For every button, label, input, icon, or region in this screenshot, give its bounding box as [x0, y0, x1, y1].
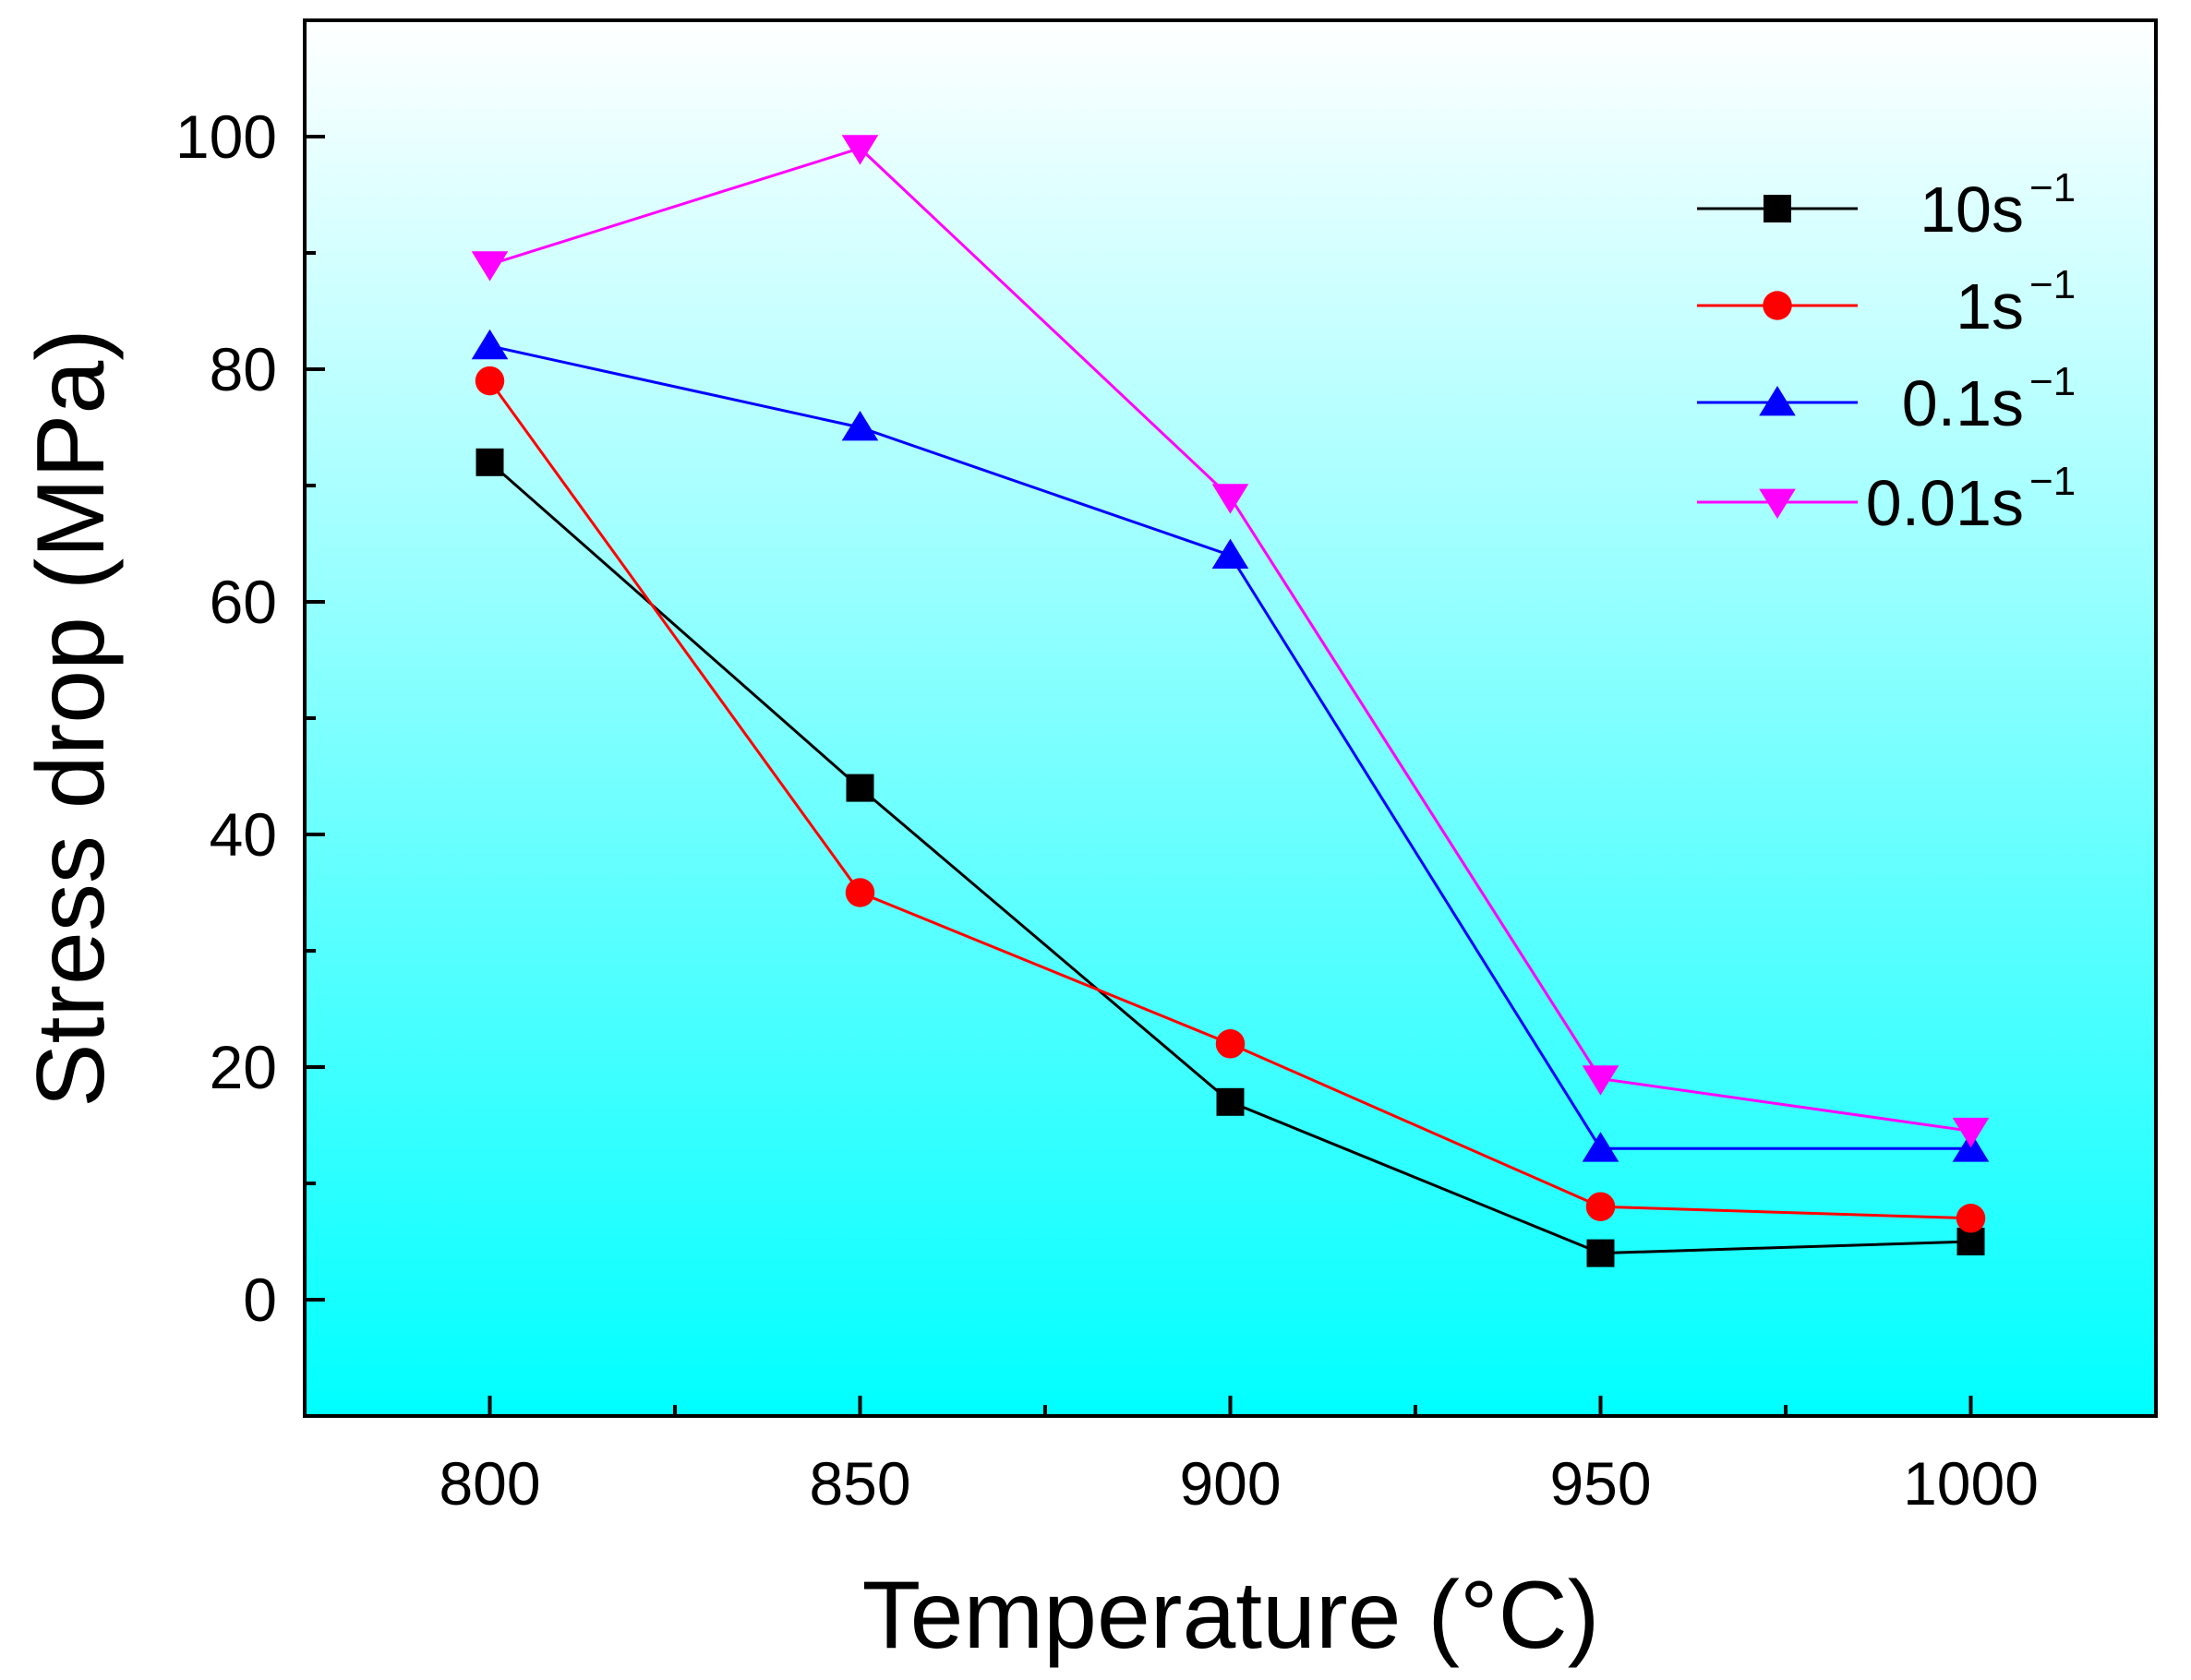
x-tick-label: 850 — [809, 1449, 910, 1518]
x-tick-label: 900 — [1179, 1449, 1281, 1518]
legend-label: 0.1s — [1902, 367, 2024, 439]
data-point — [1211, 538, 1249, 569]
legend-marker — [1759, 488, 1796, 519]
series-1 — [475, 366, 1986, 1233]
legend-marker — [1763, 291, 1792, 320]
legend-item: 0.1s −1 — [1697, 359, 2076, 439]
data-point — [471, 329, 509, 360]
legend-label-exponent: −1 — [2029, 359, 2076, 404]
x-axis-title: Temperature (°C) — [862, 1562, 1600, 1669]
data-point — [846, 774, 874, 802]
data-point — [1582, 1065, 1619, 1096]
data-point — [1215, 1029, 1246, 1059]
legend-label-exponent: −1 — [2029, 459, 2076, 504]
data-point — [1586, 1239, 1615, 1267]
legend-label: 10s — [1920, 174, 2024, 246]
data-point — [841, 135, 879, 165]
x-tick-label: 800 — [439, 1449, 540, 1518]
data-point — [1211, 484, 1249, 514]
data-point — [471, 251, 509, 282]
data-point — [1216, 1087, 1245, 1116]
data-point — [1956, 1204, 1986, 1233]
legend-label-exponent: −1 — [2029, 262, 2076, 307]
data-point — [1952, 1117, 1990, 1148]
plot-area — [303, 18, 2158, 1418]
legend-label: 0.01s — [1866, 467, 2024, 539]
legend-label: 1s — [1956, 270, 2024, 342]
legend-item: 10s −1 — [1697, 165, 2076, 246]
data-point — [841, 411, 879, 441]
x-tick-label: 1000 — [1903, 1449, 2039, 1518]
legend-marker — [1759, 386, 1796, 416]
y-tick-label: 80 — [210, 335, 277, 403]
data-point — [1585, 1192, 1616, 1221]
legend-marker — [1764, 195, 1791, 222]
series-0 — [476, 448, 1985, 1267]
legend-label-exponent: −1 — [2029, 165, 2076, 210]
y-tick-label: 60 — [210, 568, 277, 636]
series-3 — [471, 135, 1990, 1148]
y-tick-label: 0 — [243, 1266, 277, 1334]
legend-item: 0.01s −1 — [1697, 459, 2076, 539]
data-point — [1582, 1132, 1619, 1162]
x-tick-label: 950 — [1549, 1449, 1651, 1518]
y-tick-label: 100 — [175, 102, 277, 171]
legend-item: 1s −1 — [1697, 262, 2076, 342]
data-point — [476, 448, 504, 476]
data-point — [475, 366, 505, 396]
data-point — [845, 878, 875, 907]
y-axis-title: Stress drop (MPa) — [18, 329, 125, 1108]
y-tick-label: 20 — [210, 1033, 277, 1101]
y-tick-label: 40 — [210, 800, 277, 869]
